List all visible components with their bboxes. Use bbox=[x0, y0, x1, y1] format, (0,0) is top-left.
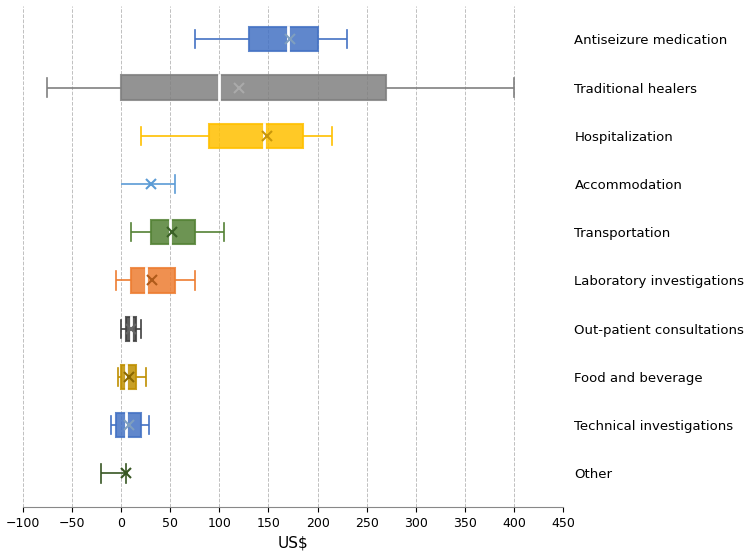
Bar bbox=[116, 413, 141, 437]
Bar bbox=[121, 76, 386, 100]
Bar bbox=[151, 220, 195, 244]
Bar bbox=[126, 317, 136, 341]
X-axis label: US$: US$ bbox=[278, 535, 308, 550]
Bar bbox=[121, 365, 136, 389]
Bar bbox=[249, 27, 317, 51]
Bar bbox=[130, 269, 175, 292]
Bar bbox=[209, 124, 303, 148]
